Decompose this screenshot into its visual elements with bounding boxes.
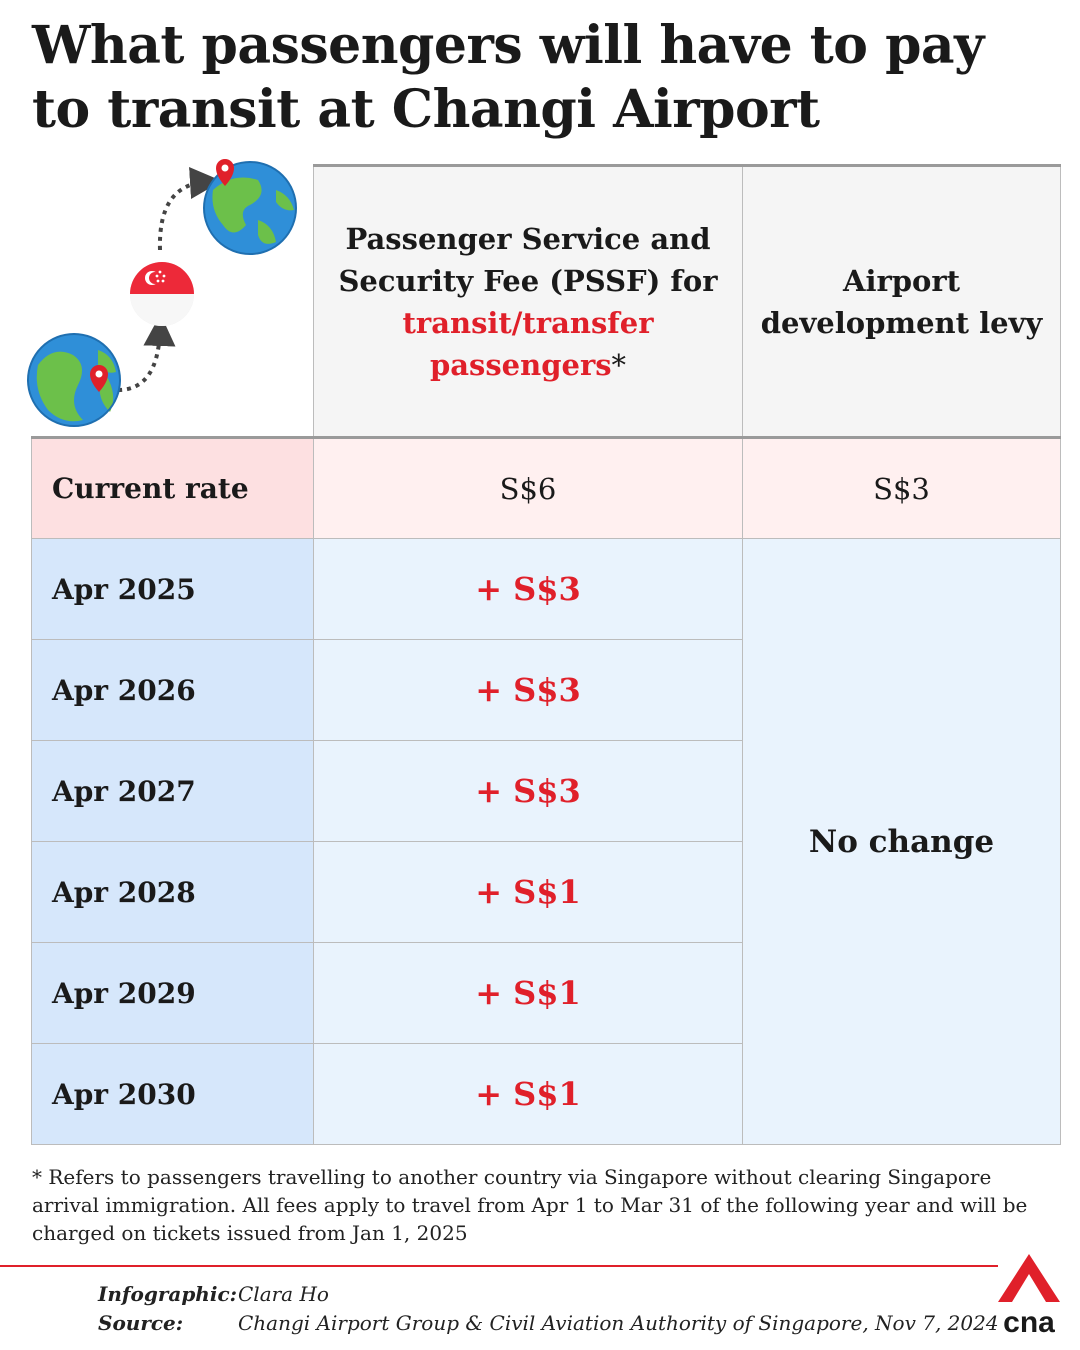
- pssf-column-header: Passenger Service and Security Fee (PSSF…: [313, 164, 743, 439]
- logo-text: cna: [1003, 1306, 1055, 1336]
- current-rate-label: Current rate: [31, 436, 314, 539]
- source-credit: Source: Changi Airport Group & Civil Avia…: [98, 1311, 999, 1335]
- table-row: Apr 2025 + S$3 No change: [31, 538, 1061, 1145]
- row-pssf-increase: + S$1: [313, 942, 743, 1044]
- row-year-label: Apr 2026: [31, 639, 314, 741]
- table-row: Apr 2030 + S$1: [31, 1043, 1061, 1145]
- footnote-asterisk: *: [611, 347, 627, 382]
- table-row: Apr 2027 + S$3: [31, 740, 1061, 842]
- globe-destination-icon: [203, 159, 297, 255]
- transit-illustration: [27, 159, 297, 427]
- current-pssf-value: S$6: [313, 437, 743, 539]
- fee-table: Passenger Service and Security Fee (PSSF…: [31, 164, 1061, 1145]
- row-year-label: Apr 2030: [31, 1043, 314, 1145]
- row-pssf-increase: + S$3: [313, 639, 743, 741]
- row-pssf-increase: + S$1: [313, 1043, 743, 1145]
- footnote: * Refers to passengers travelling to ano…: [32, 1165, 1028, 1245]
- credits: Infographic:Clara Ho Source: Changi Airpo…: [98, 1280, 999, 1338]
- table-row: Apr 2028 + S$1: [31, 841, 1061, 943]
- globe-origin-icon: [27, 333, 121, 427]
- infographic-credit: Infographic:Clara Ho: [98, 1282, 329, 1306]
- row-year-label: Apr 2027: [31, 740, 314, 842]
- levy-no-change-cell: No change: [742, 538, 1061, 1145]
- current-levy-value: S$3: [742, 437, 1061, 539]
- row-year-label: Apr 2028: [31, 841, 314, 943]
- divider: [0, 1265, 998, 1267]
- singapore-flag-icon: [130, 262, 194, 326]
- current-rate-row: Current rate S$6 S$3: [31, 436, 1061, 539]
- cna-logo-icon: cna: [998, 1254, 1060, 1336]
- table-header-row: Passenger Service and Security Fee (PSSF…: [32, 164, 1061, 439]
- row-pssf-increase: + S$1: [313, 841, 743, 943]
- row-year-label: Apr 2029: [31, 942, 314, 1044]
- table-row: Apr 2026 + S$3: [31, 639, 1061, 741]
- header-blank-cell: [32, 166, 314, 438]
- row-pssf-increase: + S$3: [313, 740, 743, 842]
- table-row: Apr 2029 + S$1: [31, 942, 1061, 1044]
- levy-column-header: Airport development levy: [742, 164, 1061, 439]
- row-year-label: Apr 2025: [31, 538, 314, 640]
- row-pssf-increase: + S$3: [313, 538, 743, 640]
- page-title: What passengers will have to pay to tran…: [32, 15, 984, 140]
